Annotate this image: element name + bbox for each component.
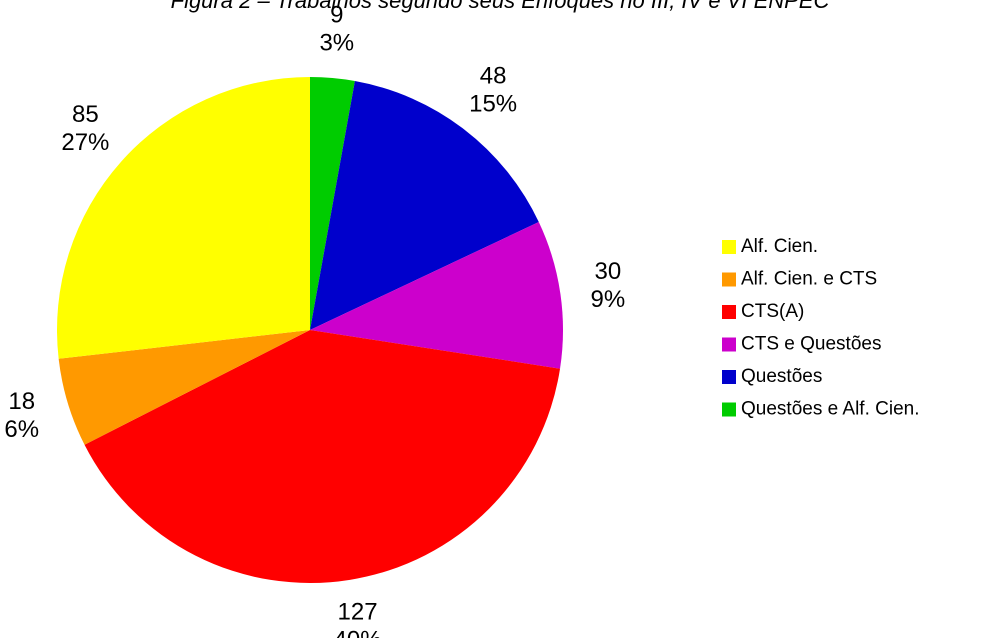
percent-label: 3% <box>319 30 354 57</box>
pie-slice <box>310 81 539 331</box>
legend-swatch <box>722 402 736 417</box>
value-label: 30 <box>595 258 622 285</box>
legend-swatch <box>722 337 736 352</box>
pie-slice <box>310 222 563 369</box>
value-label: 85 <box>72 101 99 128</box>
pie-slice <box>84 330 561 584</box>
legend-label: Questões <box>741 366 822 387</box>
legend-swatch <box>722 370 736 384</box>
legend-swatch <box>722 272 736 287</box>
value-label: 127 <box>338 599 378 626</box>
percent-label: 40% <box>334 627 382 638</box>
pie-slice <box>310 77 355 330</box>
legend-label: Alf. Cien. e CTS <box>741 269 877 290</box>
chart-title: Figura 2 – Trabalhos segundo seus Enfoqu… <box>171 0 830 13</box>
percent-label: 15% <box>469 90 517 117</box>
legend-swatch <box>722 240 736 254</box>
legend-label: CTS e Questões <box>741 334 881 355</box>
value-label: 48 <box>480 62 507 89</box>
value-label: 18 <box>8 388 35 415</box>
legend-label: CTS(A) <box>741 301 804 322</box>
percent-label: 6% <box>4 416 39 443</box>
pie-slice <box>57 77 310 359</box>
percent-label: 27% <box>61 129 109 156</box>
legend-label: Alf. Cien. <box>741 236 818 257</box>
value-label: 9 <box>330 2 343 29</box>
legend-label: Questões e Alf. Cien. <box>741 399 920 420</box>
pie-slice <box>58 330 311 445</box>
legend-swatch <box>722 305 736 319</box>
percent-label: 9% <box>591 286 626 313</box>
